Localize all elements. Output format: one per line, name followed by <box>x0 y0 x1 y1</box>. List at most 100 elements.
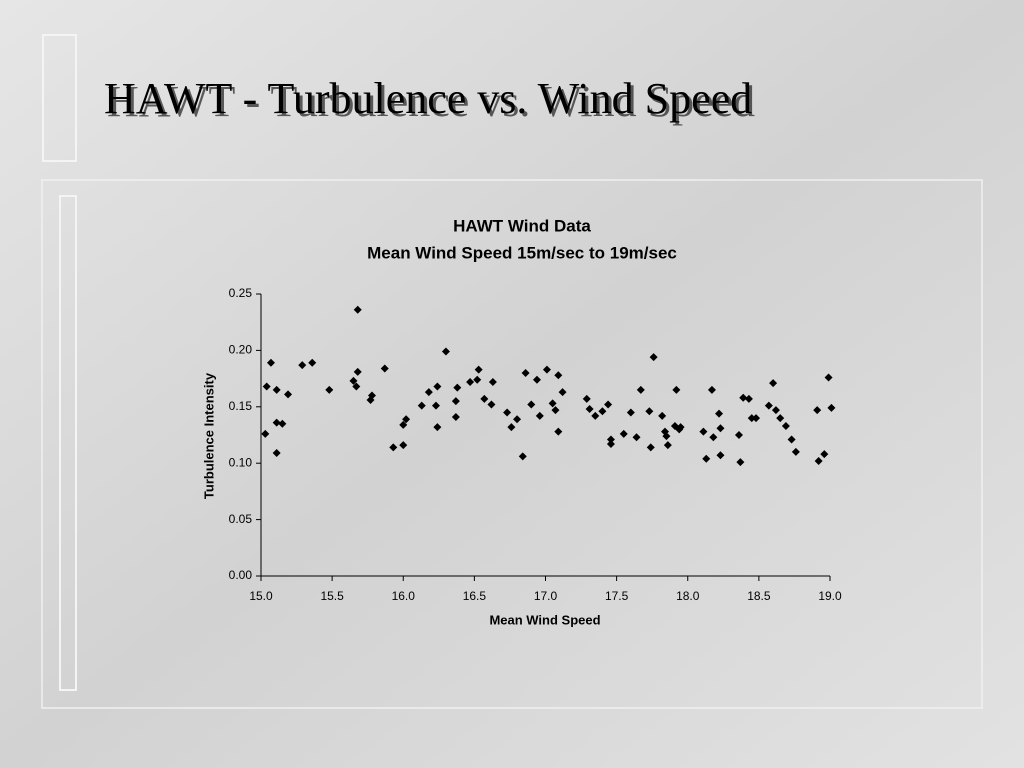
point <box>402 415 411 424</box>
x-tick-label: 18.5 <box>747 589 771 603</box>
point <box>507 423 516 432</box>
point <box>813 406 822 415</box>
x-tick-label: 19.0 <box>818 589 842 603</box>
point <box>716 424 725 433</box>
point <box>663 441 672 450</box>
point <box>466 377 475 386</box>
x-tick-label: 18.0 <box>676 589 700 603</box>
point <box>734 431 743 439</box>
decor-bar <box>42 34 77 162</box>
point <box>262 382 271 391</box>
x-tick-label: 16.5 <box>463 589 487 603</box>
point <box>606 440 615 449</box>
point <box>582 394 591 403</box>
point <box>672 385 681 394</box>
point <box>272 418 281 427</box>
point <box>503 408 512 417</box>
point <box>473 375 482 384</box>
point <box>707 385 716 394</box>
point <box>709 433 718 442</box>
point <box>645 407 654 416</box>
point <box>744 394 753 403</box>
point <box>658 411 667 420</box>
point <box>791 447 800 456</box>
point <box>787 435 796 444</box>
point <box>527 400 536 409</box>
point <box>554 371 563 380</box>
point <box>781 421 790 430</box>
y-tick-label: 0.00 <box>229 568 253 582</box>
point <box>451 397 460 406</box>
point <box>554 427 563 436</box>
decor-bar <box>59 195 77 691</box>
point <box>662 432 671 441</box>
point <box>535 411 544 420</box>
point <box>353 305 362 314</box>
point <box>417 401 426 410</box>
point <box>676 423 685 432</box>
point <box>488 377 497 386</box>
point <box>272 449 281 458</box>
point <box>480 394 489 403</box>
point <box>433 382 442 391</box>
point <box>551 406 560 415</box>
point <box>441 347 450 356</box>
point <box>702 454 711 463</box>
point <box>518 452 527 461</box>
point <box>715 409 724 418</box>
point <box>827 403 836 412</box>
point <box>752 414 761 423</box>
point <box>619 429 628 438</box>
point <box>352 382 361 391</box>
point <box>771 406 780 415</box>
point <box>431 401 440 410</box>
point <box>487 400 496 409</box>
x-axis-title: Mean Wind Speed <box>489 612 600 627</box>
point <box>739 393 748 402</box>
point <box>380 364 389 373</box>
point <box>308 358 317 367</box>
chart-frame <box>41 179 983 709</box>
point <box>699 427 708 436</box>
point <box>349 376 358 385</box>
y-tick-label: 0.25 <box>229 286 253 300</box>
chart-subtitle: Mean Wind Speed 15m/sec to 19m/sec <box>367 243 677 262</box>
y-tick-label: 0.20 <box>229 343 253 357</box>
chart-title: HAWT Wind Data <box>453 216 591 235</box>
point <box>266 358 275 367</box>
point <box>747 414 756 423</box>
point <box>649 353 658 362</box>
point <box>325 385 334 394</box>
x-tick-label: 17.0 <box>534 589 558 603</box>
y-tick-label: 0.10 <box>229 455 253 469</box>
point <box>433 423 442 432</box>
point <box>284 390 293 399</box>
point <box>399 420 408 429</box>
point <box>453 383 462 392</box>
point <box>548 399 557 408</box>
x-tick-label: 15.0 <box>249 589 273 603</box>
point <box>261 429 270 438</box>
point <box>606 435 615 444</box>
point <box>716 451 725 460</box>
point <box>824 373 833 382</box>
point <box>424 388 433 397</box>
slide-title: HAWT - Turbulence vs. Wind Speed <box>104 74 752 123</box>
point <box>521 368 530 377</box>
point <box>585 405 594 414</box>
point <box>353 367 362 376</box>
point <box>820 450 829 459</box>
point <box>598 407 607 416</box>
y-tick-label: 0.15 <box>229 399 253 413</box>
point <box>604 400 613 409</box>
point <box>764 401 773 410</box>
point <box>736 458 745 467</box>
point <box>278 419 287 428</box>
point <box>814 456 823 465</box>
slide-title-shadow: HAWT - Turbulence vs. Wind Speed <box>107 77 755 126</box>
point <box>769 379 778 388</box>
x-tick-label: 17.5 <box>605 589 629 603</box>
